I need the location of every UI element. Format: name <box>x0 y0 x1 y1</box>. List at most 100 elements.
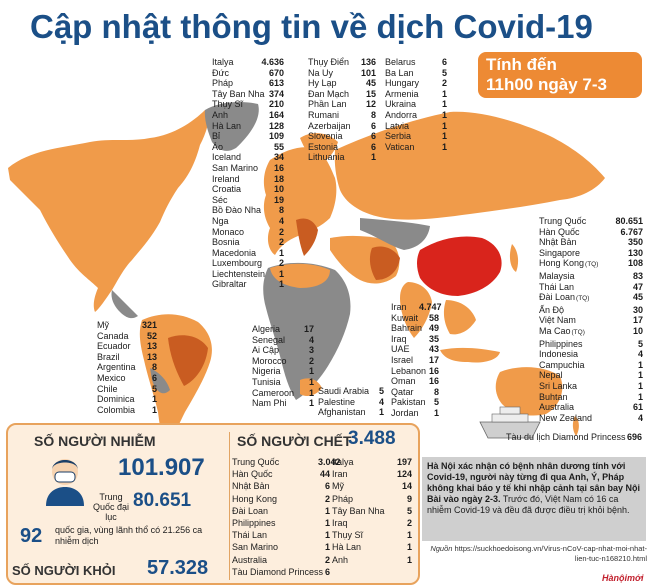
country-name: Pakistan <box>391 397 426 408</box>
case-count: 19 <box>273 194 284 205</box>
country-name: Oman <box>391 376 416 387</box>
north-america <box>8 110 209 312</box>
case-count: 1 <box>278 279 284 290</box>
country-name: Palestine <box>318 396 356 407</box>
case-count: 6 <box>151 372 157 383</box>
country-name: Ba Lan <box>385 67 414 78</box>
country-row: Croatia 10 <box>212 184 284 195</box>
country-name: Đài Loan <box>232 505 269 516</box>
country-name: Serbia <box>385 131 412 142</box>
country-name: Ukraina <box>385 99 417 110</box>
europe <box>263 147 337 255</box>
case-count: 16 <box>428 365 439 376</box>
recovered-total: 57.328 <box>147 557 209 579</box>
country-row: Ba Lan 5 <box>385 68 447 79</box>
country-name: Italya <box>212 57 234 67</box>
americas-list: Mỹ 321 Canada 52 Ecuador 13 Brazil 13 Argentina 8… <box>97 320 157 415</box>
country-name: Áo <box>212 141 224 152</box>
case-count: 1 <box>441 99 447 110</box>
country-name: Hong Kong <box>232 493 278 504</box>
case-count: 4.636 <box>261 57 284 67</box>
country-row: Nigeria 1 <box>252 366 314 377</box>
country-name: Andorra <box>385 109 418 120</box>
country-row: Malaysia 83 <box>539 271 643 282</box>
russia <box>334 111 605 220</box>
case-count: 58 <box>428 312 439 323</box>
country-name: Tàu Diamond Princess <box>232 566 324 577</box>
source-label: Nguồn <box>430 544 453 553</box>
case-count: 5 <box>433 397 439 408</box>
sa-gray <box>150 368 170 394</box>
case-count: 2 <box>278 258 284 269</box>
case-count: 1 <box>308 398 314 409</box>
country-name: Latvia <box>385 120 410 131</box>
country-row: Andorra 1 <box>385 110 447 121</box>
country-row: Chile 5 <box>97 384 157 395</box>
country-row: Séc 19 <box>212 195 284 206</box>
case-count: 5 <box>378 386 384 396</box>
case-count: 34 <box>273 152 284 163</box>
country-name: Hà Lan <box>332 542 362 553</box>
case-count: 14 <box>401 481 412 492</box>
country-row: Estonia 6 <box>308 142 376 153</box>
case-count: 2 <box>324 493 330 504</box>
case-count: 6 <box>370 141 376 152</box>
case-count: 5 <box>406 505 412 516</box>
country-row: Jordan 1 <box>391 408 439 419</box>
country-name: Iceland <box>212 152 242 163</box>
country-name: Đức <box>212 67 230 78</box>
country-row: Phần Lan 12 <box>308 99 376 110</box>
country-name: Hàn Quốc <box>232 469 273 480</box>
time-label: Tính đến <box>486 55 557 74</box>
country-row: Lithuania 1 <box>308 152 376 163</box>
country-row: Ireland 18 <box>212 174 284 185</box>
case-count: 4 <box>278 215 284 226</box>
country-name: Bosnia <box>212 237 240 248</box>
info-text: Trước đó, Việt Nam có 16 ca nhiễm Covid-… <box>427 494 630 515</box>
country-name: Morocco <box>252 355 287 366</box>
country-row: Gibraltar 1 <box>212 279 284 290</box>
death-row: Anh 1 <box>332 554 412 566</box>
case-count: 3 <box>308 345 314 356</box>
country-name: Indonesia <box>539 349 579 360</box>
country-name: Estonia <box>308 141 339 152</box>
europe3-list: Belarus 6 Ba Lan 5 Hungary 2 Armenia 1 Ukraina 1 A… <box>385 57 447 152</box>
country-name: Lithuania <box>308 152 345 163</box>
country-row: Australia 61 <box>539 402 643 413</box>
recovered-label: SỐ NGƯỜI KHỎI <box>12 563 116 578</box>
case-count: 1 <box>637 370 643 381</box>
country-name: Dominica <box>97 394 135 405</box>
infected-total: 101.907 <box>118 454 205 481</box>
country-row: UAE 43 <box>391 344 439 355</box>
case-count: 10 <box>632 325 643 336</box>
country-row: Rumani 8 <box>308 110 376 121</box>
infected-label: SỐ NGƯỜI NHIỄM <box>34 433 156 449</box>
country-row: Iceland 34 <box>212 152 284 163</box>
country-name: Cameroon <box>252 387 295 398</box>
case-count: 5 <box>441 67 447 78</box>
country-name: Thái Lan <box>232 530 268 541</box>
publisher-logo: Hànộimới <box>602 573 644 583</box>
case-count: 6 <box>324 481 330 492</box>
case-count: 15 <box>365 88 376 99</box>
source-url[interactable]: https://suckhoedoisong.vn/Virus-nCoV-cap… <box>454 544 647 563</box>
country-name: Tây Ban Nha <box>212 88 265 99</box>
country-name: Trung Quốc <box>232 457 280 467</box>
country-name: Italya <box>332 457 354 467</box>
country-row: Đức 670 <box>212 68 284 79</box>
deaths-label: SỐ NGƯỜI CHẾT <box>237 433 352 449</box>
australia <box>495 367 563 416</box>
deaths-total: 3.488 <box>348 428 396 449</box>
china <box>417 236 502 296</box>
country-name: Thụy Điển <box>308 57 350 67</box>
mideast-list: Saudi Arabia 5 Palestine 4 Afghanistan 1 <box>318 386 384 418</box>
country-name: Philippines <box>232 518 276 529</box>
country-name: Hàn Quốc <box>539 226 580 237</box>
country-name: Vatican <box>385 141 415 152</box>
country-row: Serbia 1 <box>385 131 447 142</box>
country-name: Đan Mạch <box>308 88 350 99</box>
case-count: 5 <box>151 383 157 394</box>
ship-row: Tàu du lịch Diamond Princess 696 <box>506 432 642 443</box>
deaths-list-1: Trung Quốc 3.042 Hàn Quốc 44 Nhật Bản 6 Hong K… <box>232 456 341 578</box>
